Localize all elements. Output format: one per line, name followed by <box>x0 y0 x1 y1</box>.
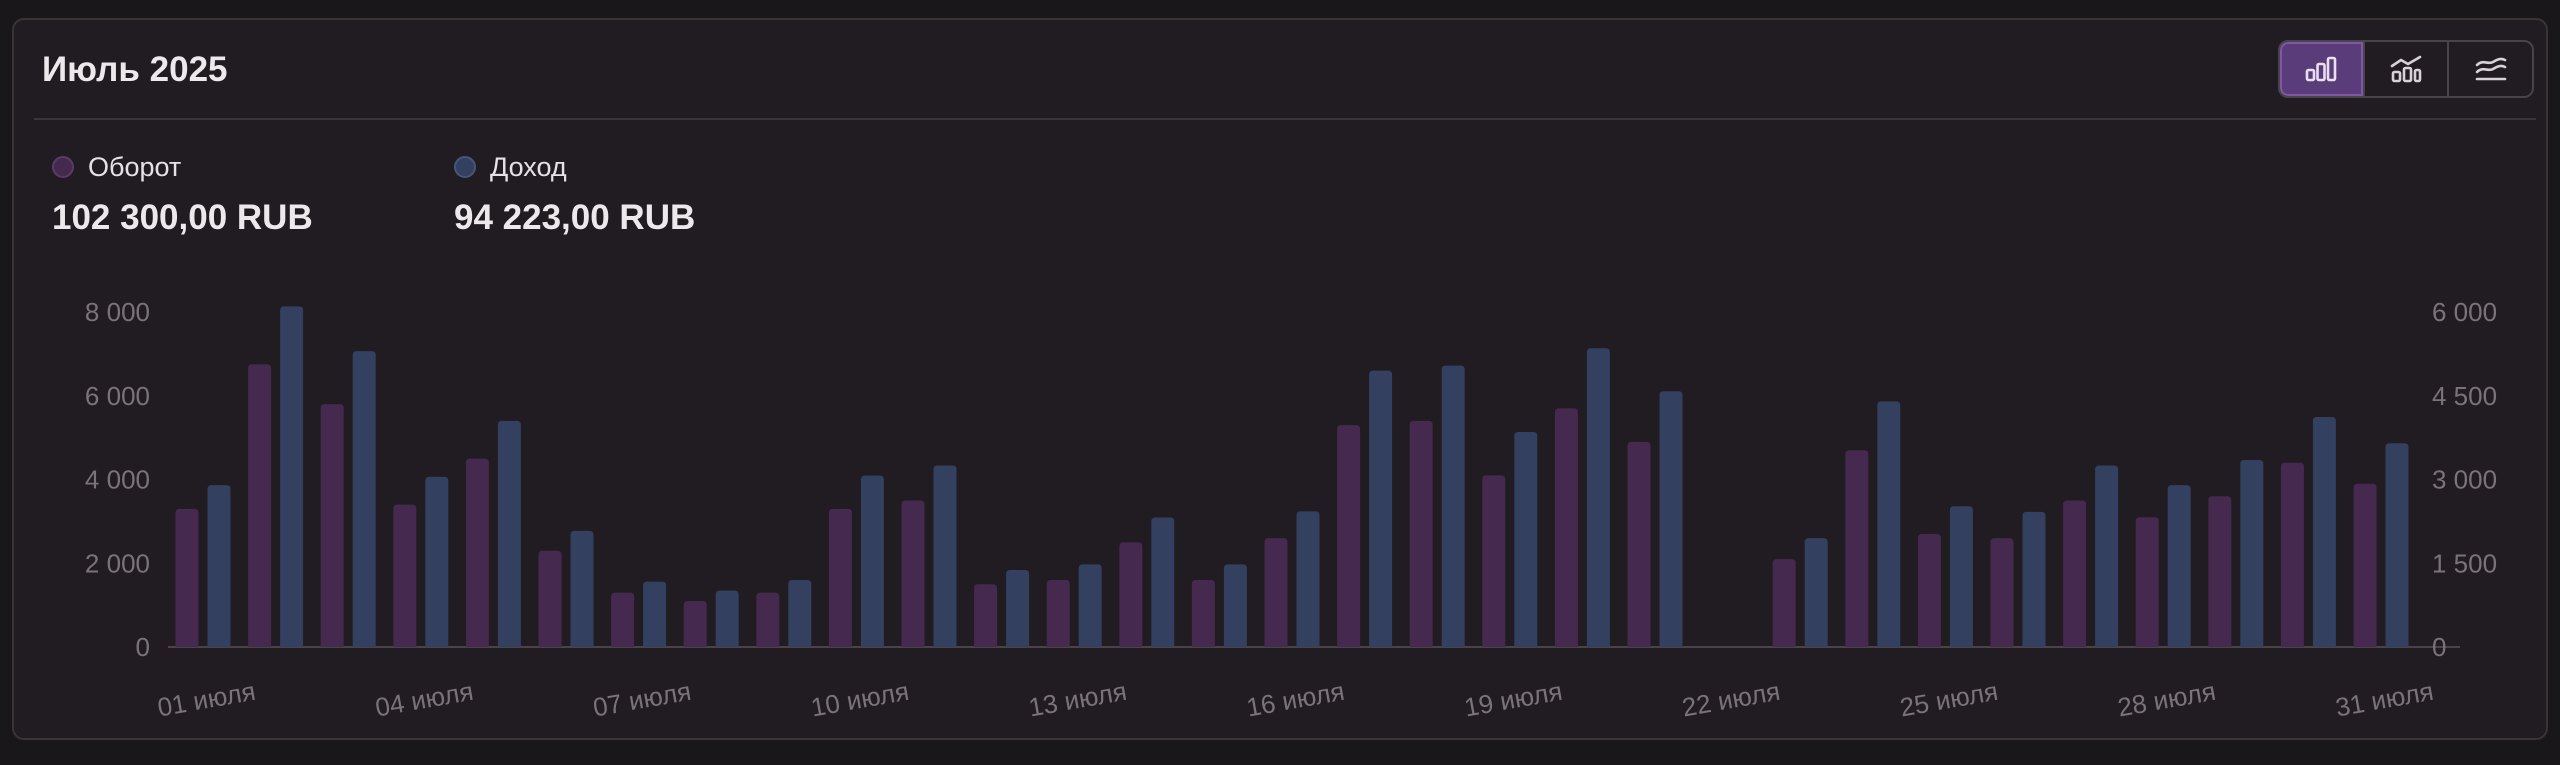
bar-turnover <box>1845 450 1869 647</box>
bar-line-chart-icon <box>2390 55 2422 83</box>
bar-income <box>570 530 594 647</box>
bar-income <box>1949 506 1973 647</box>
bar-turnover <box>2353 483 2377 647</box>
legend-label-turnover: Оборот <box>88 152 182 182</box>
legend-value-turnover: 102 300,00 RUB <box>52 198 313 237</box>
bar-turnover <box>1554 408 1578 647</box>
y-right-tick-label: 6 000 <box>2432 297 2497 327</box>
x-tick-label: 04 июля <box>373 676 476 723</box>
legend-dot-turnover <box>52 156 74 178</box>
bar-turnover <box>2280 462 2304 647</box>
bar-turnover <box>1264 538 1288 647</box>
bar-income <box>1223 564 1247 647</box>
y-right-tick-label: 1 500 <box>2432 548 2497 578</box>
bar-chart-icon <box>2306 56 2337 82</box>
bar-turnover <box>1917 533 1941 647</box>
y-left-tick-label: 6 000 <box>85 381 150 411</box>
bar-turnover <box>1409 420 1433 647</box>
bar-income <box>2240 459 2264 647</box>
y-right-tick-label: 0 <box>2432 632 2446 662</box>
bar-turnover <box>611 592 635 647</box>
bar-turnover <box>2063 500 2087 647</box>
legend-dot-income <box>454 156 476 178</box>
bar-turnover <box>393 504 417 647</box>
bar-income <box>788 580 812 647</box>
y-right-tick-label: 3 000 <box>2432 465 2497 495</box>
page-title: Июль 2025 <box>42 50 228 89</box>
bar-turnover <box>465 458 489 647</box>
bar-income <box>1877 401 1901 647</box>
bar-turnover <box>538 550 562 647</box>
x-tick-label: 25 июля <box>1898 676 2001 723</box>
bar-income <box>2385 443 2409 647</box>
bar-income <box>425 476 449 647</box>
x-tick-label: 31 июля <box>2333 676 2436 723</box>
bar-turnover <box>756 592 780 647</box>
bar-turnover <box>1482 475 1506 647</box>
bar-income <box>1369 370 1393 647</box>
bar-income <box>497 420 521 647</box>
bar-income <box>2312 416 2336 647</box>
bar-income <box>1514 432 1538 647</box>
y-left-tick-label: 4 000 <box>85 465 150 495</box>
x-tick-label: 10 июля <box>809 676 912 723</box>
bar-income <box>1006 569 1030 647</box>
bar-turnover <box>1990 538 2014 647</box>
y-right-tick-label: 4 500 <box>2432 381 2497 411</box>
bar-turnover <box>248 364 272 647</box>
bar-line-chart-toggle[interactable] <box>2365 42 2450 96</box>
x-tick-label: 07 июля <box>591 676 694 723</box>
bar-income <box>207 485 231 647</box>
bar-income <box>2167 485 2191 647</box>
bar-turnover <box>1337 425 1361 647</box>
bar-income <box>2095 465 2119 647</box>
card-header: Июль 2025 <box>14 20 2546 120</box>
bar-income <box>352 351 376 647</box>
bar-income <box>1441 365 1465 647</box>
bar-turnover <box>1191 580 1215 647</box>
bar-income <box>715 590 739 647</box>
area-chart-icon <box>2475 57 2506 81</box>
bar-turnover <box>1627 441 1651 647</box>
y-left-tick-label: 8 000 <box>85 297 150 327</box>
bar-income <box>1151 517 1175 647</box>
y-left-tick-label: 2 000 <box>85 548 150 578</box>
x-tick-label: 22 июля <box>1680 676 1783 723</box>
x-tick-label: 13 июля <box>1026 676 1129 723</box>
bar-income <box>933 465 957 647</box>
bar-income <box>643 581 667 647</box>
legend-value-income: 94 223,00 RUB <box>454 198 696 237</box>
bar-turnover <box>683 600 707 647</box>
bar-income <box>1659 391 1683 647</box>
bar-turnover <box>175 508 199 647</box>
bar-income <box>1296 511 1320 647</box>
header-divider <box>34 118 2536 120</box>
bar-turnover <box>828 508 852 647</box>
bar-turnover <box>1772 559 1796 647</box>
bar-turnover <box>2208 496 2232 647</box>
bar-income <box>1586 348 1610 647</box>
bar-turnover <box>1119 542 1143 647</box>
bar-income <box>280 306 304 647</box>
legend-label-income: Доход <box>490 152 567 182</box>
bar-income <box>2022 511 2046 647</box>
area-chart-toggle[interactable] <box>2449 42 2532 96</box>
bar-turnover <box>2135 517 2159 647</box>
bar-turnover <box>1046 580 1070 647</box>
bar-turnover <box>320 404 344 647</box>
bar-turnover <box>974 584 998 647</box>
chart-type-toggle-group <box>2278 40 2534 98</box>
bar-income <box>860 475 884 647</box>
x-tick-label: 01 июля <box>155 676 258 723</box>
x-tick-label: 19 июля <box>1462 676 1565 723</box>
bar-income <box>1078 564 1102 647</box>
bar-chart-toggle[interactable] <box>2280 42 2365 96</box>
x-tick-label: 16 июля <box>1244 676 1347 723</box>
y-left-tick-label: 0 <box>136 632 150 662</box>
bar-turnover <box>901 500 925 647</box>
bar-income <box>1804 538 1828 647</box>
x-tick-label: 28 июля <box>2115 676 2218 723</box>
